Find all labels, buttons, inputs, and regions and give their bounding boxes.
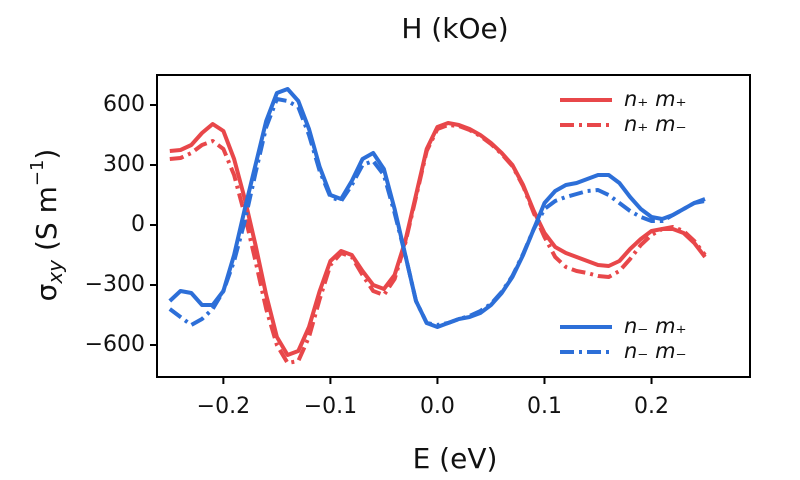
legend-label: n₋ m₊ bbox=[624, 314, 687, 338]
x-tick-label: 0.0 bbox=[420, 394, 455, 419]
x-tick-label: −0.1 bbox=[304, 394, 357, 419]
plot-frame bbox=[156, 74, 751, 378]
y-tick-label: −600 bbox=[85, 332, 145, 357]
y-label-part: (S m bbox=[30, 186, 63, 260]
legend-label: n₊ m₋ bbox=[624, 112, 687, 136]
y-label-part: ) bbox=[30, 149, 63, 160]
y-tick-label: 600 bbox=[103, 92, 145, 117]
chart-title: H (kOe) bbox=[401, 12, 508, 45]
y-label-part: xy bbox=[43, 259, 67, 285]
x-tick-label: 0.1 bbox=[527, 394, 562, 419]
y-axis-label: σxy (S m−1) bbox=[27, 149, 67, 302]
series-line bbox=[168, 97, 706, 327]
legend-label: n₋ m₋ bbox=[624, 339, 687, 363]
y-label-part: −1 bbox=[27, 160, 48, 187]
y-tick-label: 0 bbox=[131, 212, 145, 237]
y-label-part: σ bbox=[30, 284, 63, 302]
series-line bbox=[169, 123, 707, 365]
x-axis-label: E (eV) bbox=[413, 442, 498, 475]
x-tick-label: 0.2 bbox=[634, 394, 669, 419]
legend-label: n₊ m₊ bbox=[624, 87, 687, 111]
y-tick-label: −300 bbox=[85, 272, 145, 297]
x-tick-label: −0.2 bbox=[197, 394, 250, 419]
y-tick-label: 300 bbox=[103, 152, 145, 177]
